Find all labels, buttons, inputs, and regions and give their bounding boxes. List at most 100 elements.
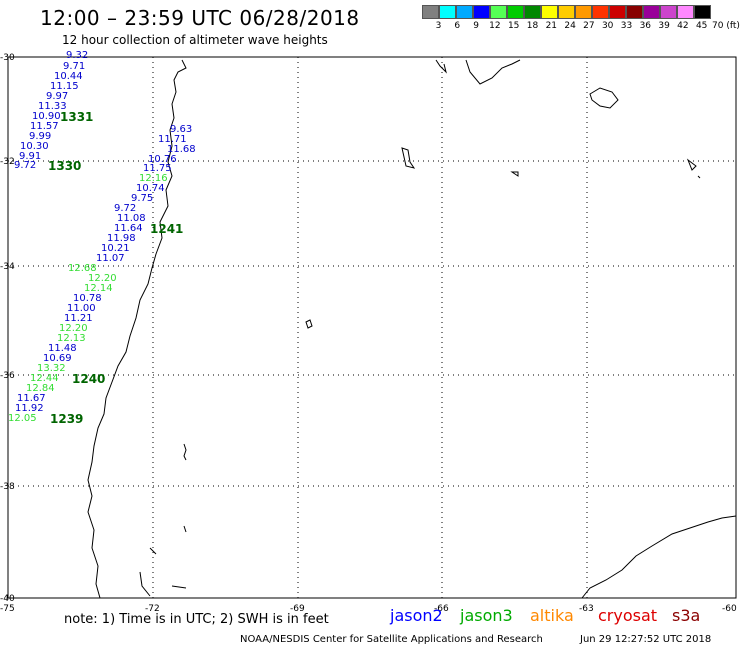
color-scale-label: 12 xyxy=(489,21,501,31)
legend-cryosat: cryosat xyxy=(598,606,658,625)
color-swatch xyxy=(592,5,609,19)
color-scale-label: 33 xyxy=(620,21,633,31)
island-f xyxy=(183,443,187,461)
latitude-label: -38 xyxy=(0,482,15,492)
footer-credit: NOAA/NESDIS Center for Satellite Applica… xyxy=(240,634,543,645)
color-swatch xyxy=(626,5,643,19)
wave-height-value: 11.67 xyxy=(17,393,46,404)
wave-height-value: 11.21 xyxy=(64,313,93,324)
wave-height-value: 11.48 xyxy=(48,343,77,354)
wave-height-value: 12.16 xyxy=(139,173,168,184)
longitude-label: -69 xyxy=(290,604,305,614)
color-swatch xyxy=(643,5,660,19)
latitude-label: -30 xyxy=(0,53,15,63)
color-swatch xyxy=(473,5,490,19)
wave-height-value: 9.32 xyxy=(66,50,89,61)
color-swatch xyxy=(609,5,626,19)
wave-height-value: 10.21 xyxy=(101,243,130,254)
wave-height-value: 9.63 xyxy=(170,124,193,135)
color-swatch xyxy=(575,5,592,19)
island-h xyxy=(139,547,187,597)
wave-height-value: 12.20 xyxy=(88,273,117,284)
pass-number-label: 1331 xyxy=(60,110,94,124)
pass-number-label: 1241 xyxy=(150,222,184,236)
wave-height-value: 9.72 xyxy=(114,203,137,214)
color-swatch xyxy=(677,5,694,19)
wave-height-value: 9.99 xyxy=(29,131,52,142)
wave-height-value: 9.75 xyxy=(131,193,154,204)
wave-height-value: 10.90 xyxy=(32,111,61,122)
pass-number-label: 1240 xyxy=(72,372,106,386)
wave-height-value: 9.71 xyxy=(63,61,86,72)
color-scale-label: 3 xyxy=(435,21,442,31)
island-g xyxy=(183,525,187,533)
color-swatch xyxy=(660,5,677,19)
map-frame xyxy=(7,56,737,599)
pass-number-label: 1330 xyxy=(48,159,82,173)
latitude-label: -32 xyxy=(0,157,15,167)
peninsula-east-coast xyxy=(581,515,737,599)
color-swatch xyxy=(422,5,439,19)
color-swatch xyxy=(439,5,456,19)
color-swatch xyxy=(456,5,473,19)
island-d xyxy=(510,171,519,177)
color-scale-label: 42 xyxy=(677,21,689,31)
longitude-label: -66 xyxy=(434,604,449,614)
wave-height-value: 9.72 xyxy=(14,160,37,171)
wave-height-value: 10.74 xyxy=(136,183,165,194)
color-swatch xyxy=(694,5,711,19)
north-coast xyxy=(435,59,521,85)
island-a xyxy=(589,87,619,109)
wave-height-value: 12.84 xyxy=(26,383,55,394)
latitude-label: -36 xyxy=(0,371,15,381)
color-scale-label: 70 (ft) xyxy=(712,21,740,31)
wave-height-value: 11.00 xyxy=(67,303,96,314)
wave-height-value: 10.78 xyxy=(73,293,102,304)
color-swatch xyxy=(558,5,575,19)
legend-jason3: jason3 xyxy=(460,606,513,625)
wave-height-value: 11.07 xyxy=(96,253,125,264)
map-subtitle: 12 hour collection of altimeter wave hei… xyxy=(62,33,328,47)
longitude-label: -72 xyxy=(145,604,160,614)
wave-height-value: 13.32 xyxy=(37,363,66,374)
legend-jason2: jason2 xyxy=(390,606,443,625)
latitude-label: -40 xyxy=(0,594,15,604)
color-scale-label: 21 xyxy=(545,21,558,31)
color-scale-label: 24 xyxy=(564,21,576,31)
color-scale-label: 39 xyxy=(658,21,670,31)
latitude-label: -34 xyxy=(0,262,15,272)
wave-height-value: 11.15 xyxy=(50,81,79,92)
map-title: 12:00 – 23:59 UTC 06/28/2018 xyxy=(40,6,360,30)
color-scale-label: 15 xyxy=(507,21,520,31)
color-scale-label: 18 xyxy=(526,21,539,31)
wave-height-value: 12.05 xyxy=(8,413,37,424)
wave-height-value: 11.92 xyxy=(15,403,44,414)
color-scale-bar xyxy=(422,5,711,19)
color-scale-label: 45 xyxy=(695,21,708,31)
legend-altika: altika xyxy=(530,606,574,625)
wave-height-value: 9.91 xyxy=(19,151,42,162)
wave-height-value: 10.76 xyxy=(148,154,177,165)
footer-timestamp: Jun 29 12:27:52 UTC 2018 xyxy=(580,634,712,645)
wave-height-value: 10.69 xyxy=(43,353,72,364)
color-scale-label: 36 xyxy=(639,21,652,31)
longitude-label: -75 xyxy=(0,604,15,614)
island-b xyxy=(401,147,416,169)
wave-height-value: 12.13 xyxy=(57,333,86,344)
wave-height-value: 10.44 xyxy=(54,71,83,82)
wave-height-value: 11.57 xyxy=(30,121,59,132)
color-scale-label: 6 xyxy=(454,21,461,31)
color-swatch xyxy=(490,5,507,19)
island-c xyxy=(305,319,313,329)
wave-height-value: 12.20 xyxy=(59,323,88,334)
color-scale-label: 27 xyxy=(583,21,595,31)
wave-height-value: 11.64 xyxy=(114,223,143,234)
longitude-label: -60 xyxy=(722,604,737,614)
color-scale-label: 9 xyxy=(473,21,479,31)
color-swatch xyxy=(541,5,558,19)
wave-height-value: 9.97 xyxy=(46,91,69,102)
wave-height-value: 11.33 xyxy=(38,101,67,112)
wave-height-value: 11.75 xyxy=(143,163,172,174)
wave-height-value: 11.98 xyxy=(107,233,136,244)
